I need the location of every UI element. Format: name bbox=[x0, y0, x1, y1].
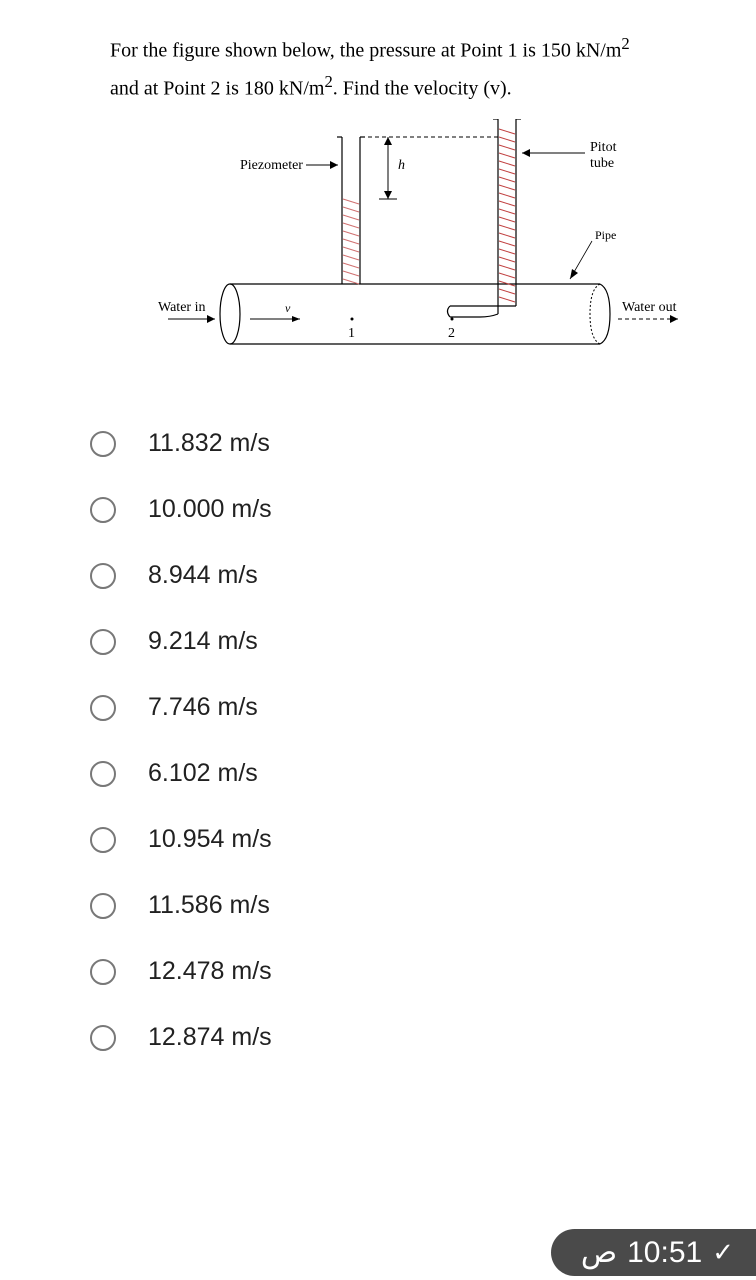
label-pitot-2: tube bbox=[590, 156, 614, 171]
radio-icon[interactable] bbox=[90, 431, 116, 457]
radio-icon[interactable] bbox=[90, 497, 116, 523]
label-p2: 2 bbox=[448, 326, 455, 341]
option-5[interactable]: 6.102 m/s bbox=[90, 759, 716, 788]
option-label: 11.832 m/s bbox=[148, 429, 270, 458]
option-label: 10.000 m/s bbox=[148, 495, 272, 524]
footer-time: 10:51 bbox=[627, 1236, 702, 1270]
footer-time-pill: ✓ 10:51 ص bbox=[551, 1229, 756, 1276]
option-1[interactable]: 10.000 m/s bbox=[90, 495, 716, 524]
option-8[interactable]: 12.478 m/s bbox=[90, 957, 716, 986]
q-line2-pre: and at Point 2 is 180 kN/m bbox=[110, 77, 324, 99]
radio-icon[interactable] bbox=[90, 761, 116, 787]
q-line1-sup: 2 bbox=[621, 34, 629, 53]
radio-icon[interactable] bbox=[90, 827, 116, 853]
label-water-out: Water out bbox=[622, 300, 677, 315]
radio-icon[interactable] bbox=[90, 1025, 116, 1051]
pitot-figure: h Piezometer Pitot tube Pipe Water in Wa… bbox=[130, 119, 690, 399]
label-pitot-1: Pitot bbox=[590, 140, 617, 155]
q-line2-sup: 2 bbox=[324, 72, 332, 91]
option-label: 12.478 m/s bbox=[148, 957, 272, 986]
q-line1-pre: For the figure shown below, the pressure… bbox=[110, 40, 621, 62]
option-7[interactable]: 11.586 m/s bbox=[90, 891, 716, 920]
option-6[interactable]: 10.954 m/s bbox=[90, 825, 716, 854]
option-label: 8.944 m/s bbox=[148, 561, 258, 590]
radio-icon[interactable] bbox=[90, 695, 116, 721]
option-label: 7.746 m/s bbox=[148, 693, 258, 722]
option-label: 10.954 m/s bbox=[148, 825, 272, 854]
footer-suffix: ص bbox=[581, 1235, 617, 1270]
option-4[interactable]: 7.746 m/s bbox=[90, 693, 716, 722]
question-text: For the figure shown below, the pressure… bbox=[110, 30, 686, 105]
option-2[interactable]: 8.944 m/s bbox=[90, 561, 716, 590]
radio-icon[interactable] bbox=[90, 563, 116, 589]
label-water-in: Water in bbox=[158, 300, 205, 315]
label-pipe: Pipe bbox=[595, 228, 616, 242]
label-piezometer: Piezometer bbox=[240, 158, 303, 173]
q-line2-post: . Find the velocity (v). bbox=[333, 77, 512, 99]
option-label: 9.214 m/s bbox=[148, 627, 258, 656]
radio-icon[interactable] bbox=[90, 629, 116, 655]
option-0[interactable]: 11.832 m/s bbox=[90, 429, 716, 458]
options-list: 11.832 m/s 10.000 m/s 8.944 m/s 9.214 m/… bbox=[90, 429, 716, 1052]
radio-icon[interactable] bbox=[90, 893, 116, 919]
label-h: h bbox=[398, 158, 405, 173]
option-label: 6.102 m/s bbox=[148, 759, 258, 788]
radio-icon[interactable] bbox=[90, 959, 116, 985]
label-p1: 1 bbox=[348, 326, 355, 341]
page: For the figure shown below, the pressure… bbox=[0, 0, 756, 1052]
option-label: 12.874 m/s bbox=[148, 1023, 272, 1052]
option-label: 11.586 m/s bbox=[148, 891, 270, 920]
option-3[interactable]: 9.214 m/s bbox=[90, 627, 716, 656]
check-icon: ✓ bbox=[712, 1237, 734, 1268]
label-v: v bbox=[285, 301, 291, 315]
option-9[interactable]: 12.874 m/s bbox=[90, 1023, 716, 1052]
